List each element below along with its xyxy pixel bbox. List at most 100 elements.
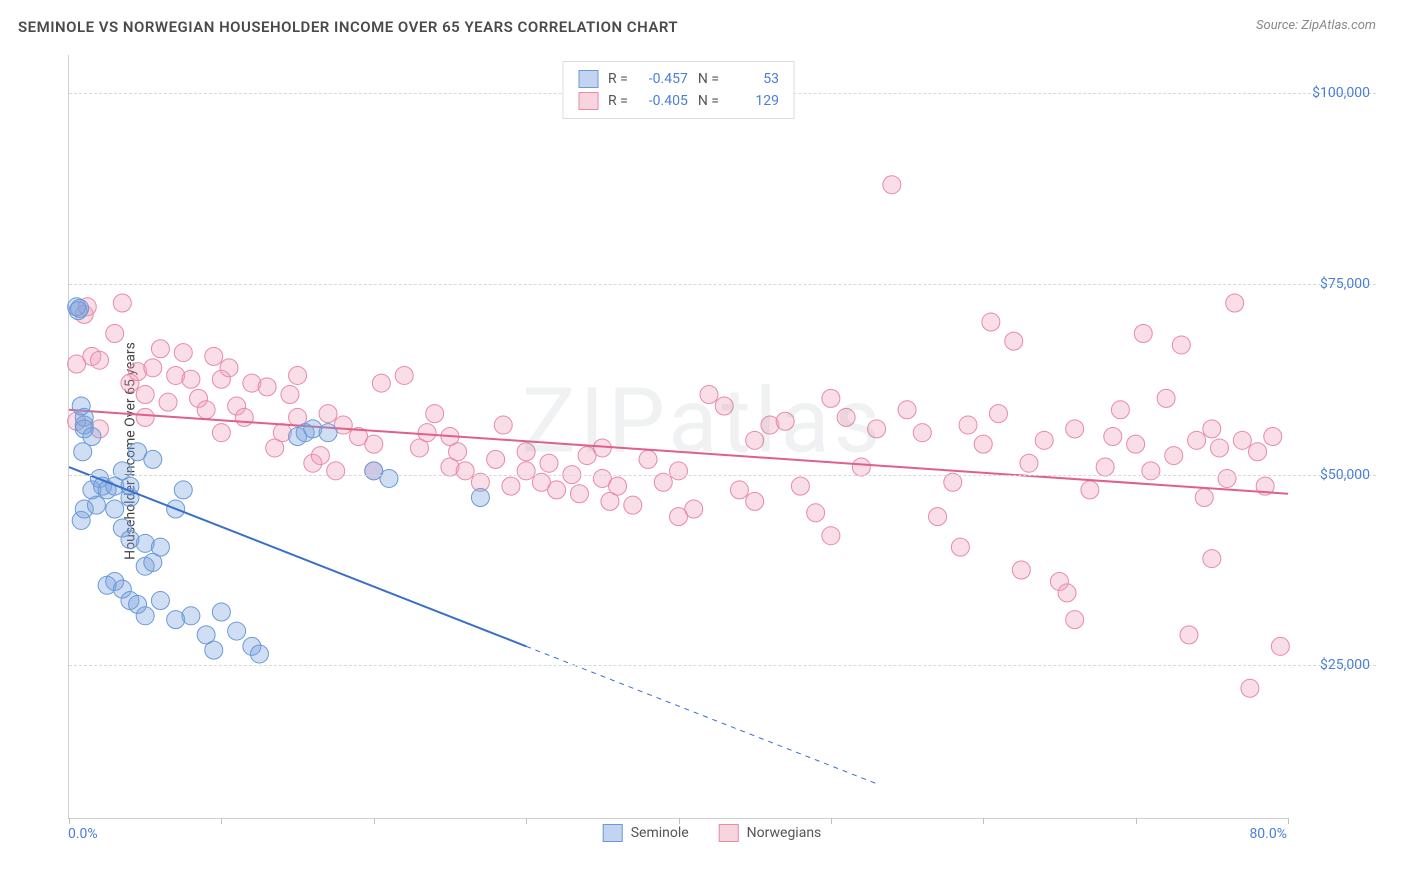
data-point: [959, 416, 977, 434]
data-point: [1058, 584, 1076, 602]
data-point: [776, 412, 794, 430]
data-point: [837, 408, 855, 426]
legend-series: SeminoleNorwegians: [603, 824, 822, 842]
data-point: [136, 408, 154, 426]
data-point: [822, 527, 840, 545]
data-point: [319, 424, 337, 442]
legend-n-label: N =: [698, 71, 719, 87]
data-point: [494, 416, 512, 434]
data-point: [90, 351, 108, 369]
data-point: [174, 481, 192, 499]
data-point: [670, 462, 688, 480]
data-point: [426, 405, 444, 423]
data-point: [1157, 389, 1175, 407]
legend-r-value: -0.457: [638, 71, 688, 87]
legend-swatch: [578, 92, 598, 110]
data-point: [471, 489, 489, 507]
data-point: [1066, 420, 1084, 438]
data-point: [205, 347, 223, 365]
data-point: [159, 393, 177, 411]
y-tick-label: $25,000: [1320, 657, 1370, 673]
legend-r-label: R =: [608, 71, 628, 87]
legend-series-item: Seminole: [603, 824, 689, 842]
legend-swatch: [578, 70, 598, 88]
data-point: [715, 397, 733, 415]
data-point: [746, 431, 764, 449]
data-point: [989, 405, 1007, 423]
data-point: [106, 324, 124, 342]
data-point: [898, 401, 916, 419]
legend-r-label: R =: [608, 93, 628, 109]
data-point: [1081, 481, 1099, 499]
data-point: [1096, 458, 1114, 476]
data-point: [1012, 561, 1030, 579]
data-point: [822, 389, 840, 407]
legend-series-label: Seminole: [631, 825, 689, 841]
data-point: [197, 401, 215, 419]
chart-title: SEMINOLE VS NORWEGIAN HOUSEHOLDER INCOME…: [18, 18, 678, 36]
data-point: [182, 607, 200, 625]
data-point: [1165, 447, 1183, 465]
x-tick: [1136, 818, 1137, 824]
data-point: [944, 473, 962, 491]
plot-svg: [69, 55, 1288, 818]
data-point: [235, 408, 253, 426]
x-tick: [983, 818, 984, 824]
data-point: [791, 477, 809, 495]
data-point: [1195, 489, 1213, 507]
x-tick: [526, 818, 527, 824]
data-point: [182, 370, 200, 388]
data-point: [212, 603, 230, 621]
data-point: [71, 299, 89, 317]
x-tick: [69, 818, 70, 824]
x-tick: [374, 818, 375, 824]
data-point: [258, 378, 276, 396]
data-point: [1203, 420, 1221, 438]
data-point: [1249, 443, 1267, 461]
data-point: [654, 473, 672, 491]
data-point: [746, 492, 764, 510]
data-point: [1020, 454, 1038, 472]
data-point: [144, 450, 162, 468]
data-point: [372, 374, 390, 392]
data-point: [1218, 469, 1236, 487]
x-tick-label: 80.0%: [1249, 826, 1287, 842]
data-point: [1111, 401, 1129, 419]
y-tick-label: $75,000: [1320, 276, 1370, 292]
data-point: [670, 508, 688, 526]
data-point: [311, 447, 329, 465]
data-point: [1180, 626, 1198, 644]
data-point: [1188, 431, 1206, 449]
data-point: [1134, 324, 1152, 342]
data-point: [700, 386, 718, 404]
data-point: [852, 458, 870, 476]
data-point: [380, 469, 398, 487]
data-point: [212, 424, 230, 442]
legend-n-value: 53: [729, 71, 779, 87]
data-point: [1104, 428, 1122, 446]
x-tick-label: 0.0%: [68, 826, 98, 842]
data-point: [517, 443, 535, 461]
legend-n-value: 129: [729, 93, 779, 109]
legend-correlation: R =-0.457N =53R =-0.405N =129: [562, 61, 795, 119]
plot-area: ZIPatlas R =-0.457N =53R =-0.405N =129 $…: [68, 55, 1288, 819]
data-point: [1226, 294, 1244, 312]
data-point: [136, 386, 154, 404]
chart-source: Source: ZipAtlas.com: [1256, 18, 1376, 33]
data-point: [1210, 439, 1228, 457]
data-point: [548, 481, 566, 499]
legend-swatch: [603, 824, 623, 842]
gridline-h: [69, 284, 1376, 285]
data-point: [228, 622, 246, 640]
data-point: [913, 424, 931, 442]
data-point: [220, 359, 238, 377]
trend-line: [69, 410, 1288, 494]
y-tick-label: $100,000: [1312, 85, 1370, 101]
data-point: [174, 344, 192, 362]
legend-correlation-row: R = -0.457 N = 53: [578, 68, 779, 90]
data-point: [609, 477, 627, 495]
data-point: [1241, 679, 1259, 697]
data-point: [1203, 550, 1221, 568]
data-point: [456, 462, 474, 480]
x-tick: [831, 818, 832, 824]
